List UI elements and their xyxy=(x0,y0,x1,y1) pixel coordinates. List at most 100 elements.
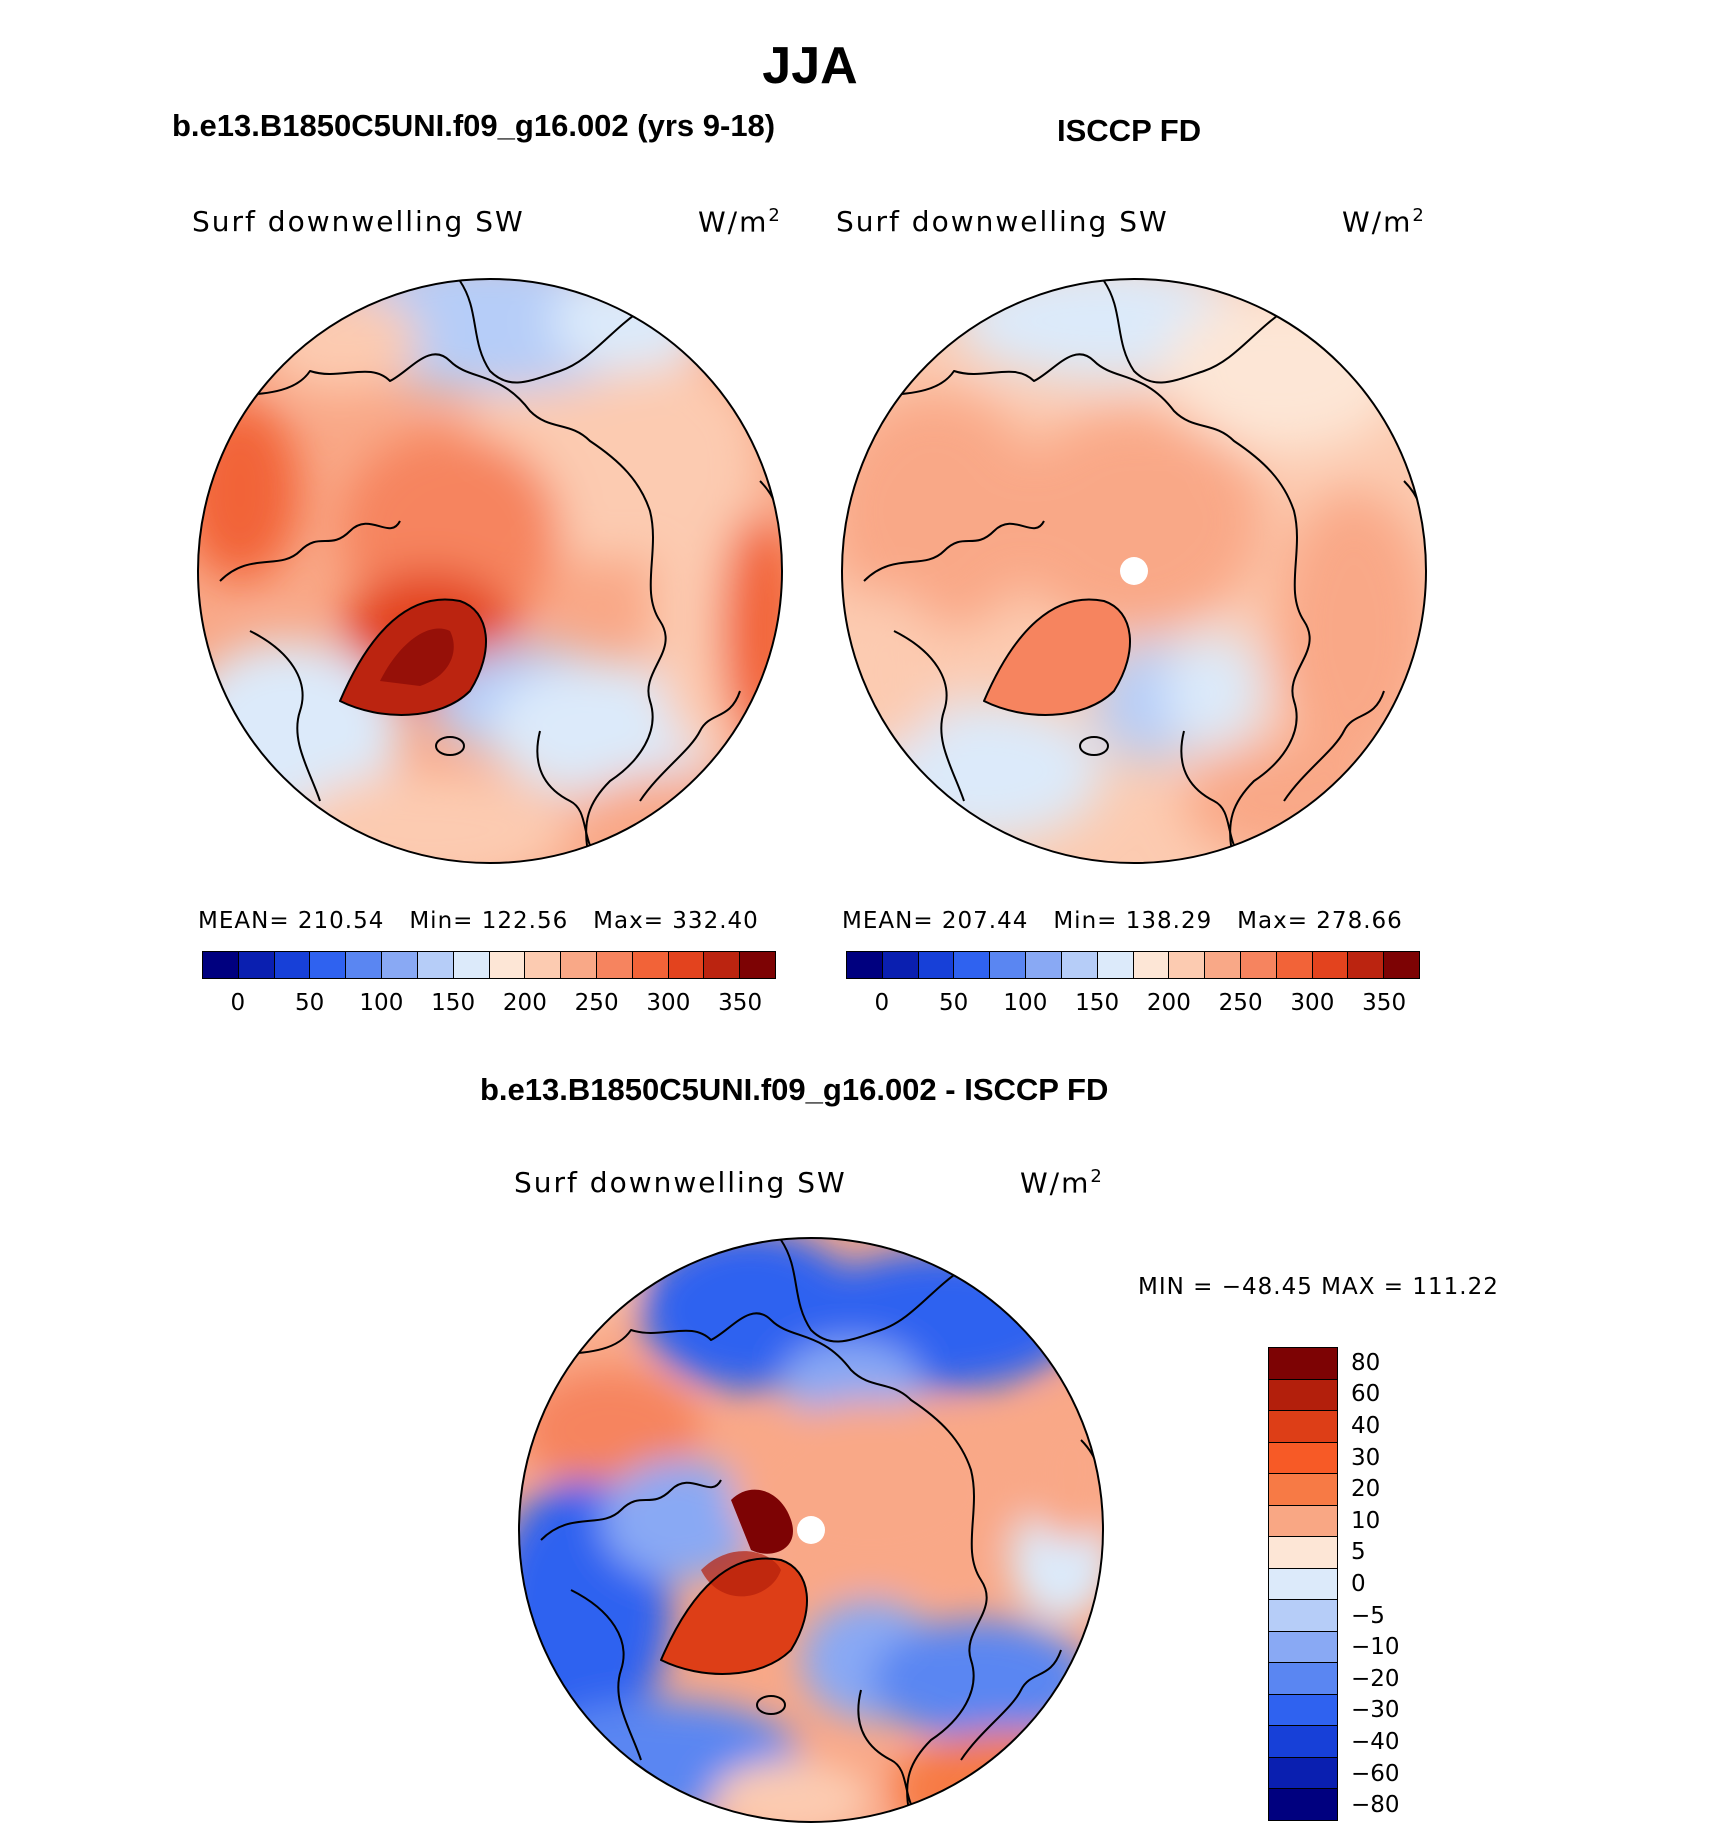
colorbar-tick-label: 0 xyxy=(1351,1571,1366,1597)
model-variable-label: Surf downwelling SW xyxy=(192,205,525,238)
colorbar-tick-label: 60 xyxy=(1351,1381,1381,1408)
obs-polar-map xyxy=(841,278,1427,864)
diff-colorbar xyxy=(1268,1347,1338,1821)
colorbar-tick-label: 30 xyxy=(1351,1444,1381,1471)
colorbar-tick-label: 250 xyxy=(1218,990,1263,1016)
colorbar-swatch xyxy=(1269,1474,1337,1506)
colorbar-swatch xyxy=(1269,1442,1337,1475)
colorbar-swatch xyxy=(990,952,1027,978)
obs-variable-label: Surf downwelling SW xyxy=(836,205,1169,238)
model-colorbar xyxy=(202,951,776,979)
colorbar-swatch xyxy=(489,952,526,978)
obs-contour-field xyxy=(842,279,1426,863)
colorbar-swatch xyxy=(1269,1631,1337,1664)
diff-variable-label: Surf downwelling SW xyxy=(514,1166,847,1199)
model-colorbar-ticks: 0 50 100 150 200 250 300 350 xyxy=(202,990,776,1020)
colorbar-tick-label: −5 xyxy=(1351,1602,1385,1629)
colorbar-swatch xyxy=(918,952,955,978)
colorbar-tick-label: 20 xyxy=(1351,1476,1381,1503)
colorbar-swatch xyxy=(417,952,454,978)
colorbar-swatch xyxy=(525,952,562,978)
obs-stats: MEAN= 207.44 Min= 138.29 Max= 278.66 xyxy=(842,908,1403,934)
diff-contour-field xyxy=(519,1238,1103,1822)
colorbar-swatch xyxy=(1269,1505,1337,1538)
obs-colorbar xyxy=(846,951,1420,979)
model-polar-map xyxy=(197,278,783,864)
colorbar-tick-label: 250 xyxy=(574,990,619,1016)
colorbar-tick-label: 350 xyxy=(718,990,763,1016)
colorbar-tick-label: 200 xyxy=(1146,990,1191,1016)
colorbar-swatch xyxy=(1269,1568,1337,1601)
colorbar-tick-label: −10 xyxy=(1351,1634,1400,1661)
colorbar-swatch xyxy=(1205,952,1241,978)
colorbar-swatch xyxy=(203,952,239,978)
colorbar-tick-label: 50 xyxy=(294,990,325,1016)
colorbar-swatch xyxy=(954,952,991,978)
colorbar-swatch xyxy=(1026,952,1062,978)
colorbar-swatch xyxy=(1348,952,1385,978)
colorbar-tick-label: −30 xyxy=(1351,1697,1400,1724)
colorbar-swatch xyxy=(847,952,883,978)
colorbar-swatch xyxy=(1269,1757,1337,1790)
colorbar-swatch xyxy=(1269,1663,1337,1695)
colorbar-swatch xyxy=(1269,1789,1337,1820)
colorbar-swatch xyxy=(1269,1694,1337,1727)
colorbar-swatch xyxy=(1269,1379,1337,1412)
colorbar-swatch xyxy=(740,952,775,978)
colorbar-tick-label: 5 xyxy=(1351,1539,1366,1566)
colorbar-tick-label: 40 xyxy=(1351,1412,1381,1439)
colorbar-swatch xyxy=(1269,1348,1337,1380)
colorbar-swatch xyxy=(632,952,669,978)
colorbar-tick-label: 100 xyxy=(359,990,404,1016)
colorbar-tick-label: 0 xyxy=(230,990,246,1016)
colorbar-tick-label: 10 xyxy=(1351,1507,1381,1534)
colorbar-tick-label: 80 xyxy=(1351,1349,1381,1376)
colorbar-swatch xyxy=(238,952,275,978)
model-contour-field xyxy=(198,279,782,863)
colorbar-tick-label: −20 xyxy=(1351,1665,1400,1692)
colorbar-tick-label: 150 xyxy=(1075,990,1120,1016)
colorbar-swatch xyxy=(1269,1411,1337,1443)
obs-units-label: W/m2 xyxy=(1342,205,1426,239)
model-units-label: W/m2 xyxy=(698,205,782,239)
colorbar-tick-label: 300 xyxy=(1290,990,1335,1016)
colorbar-swatch xyxy=(310,952,347,978)
diff-minmax: MIN = −48.45 MAX = 111.22 xyxy=(1138,1274,1499,1300)
colorbar-swatch xyxy=(1312,952,1349,978)
colorbar-tick-label: 50 xyxy=(938,990,969,1016)
colorbar-swatch xyxy=(382,952,418,978)
colorbar-tick-label: −40 xyxy=(1351,1729,1400,1755)
colorbar-swatch xyxy=(1097,952,1134,978)
colorbar-tick-label: 0 xyxy=(874,990,890,1016)
colorbar-tick-label: −80 xyxy=(1351,1792,1400,1819)
colorbar-swatch xyxy=(1269,1600,1337,1632)
colorbar-swatch xyxy=(1276,952,1313,978)
colorbar-swatch xyxy=(453,952,490,978)
colorbar-swatch xyxy=(561,952,597,978)
colorbar-tick-label: 200 xyxy=(502,990,547,1016)
colorbar-swatch xyxy=(596,952,633,978)
colorbar-swatch xyxy=(274,952,311,978)
colorbar-swatch xyxy=(1269,1726,1337,1758)
colorbar-swatch xyxy=(1169,952,1206,978)
colorbar-swatch xyxy=(882,952,919,978)
colorbar-swatch xyxy=(1269,1537,1337,1569)
colorbar-swatch xyxy=(1240,952,1277,978)
colorbar-swatch xyxy=(1133,952,1170,978)
colorbar-swatch xyxy=(704,952,741,978)
obs-panel-title: ISCCP FD xyxy=(1057,113,1202,148)
diff-panel-title: b.e13.B1850C5UNI.f09_g16.002 - ISCCP FD xyxy=(480,1072,1109,1107)
colorbar-tick-label: 350 xyxy=(1362,990,1407,1016)
diff-polar-map xyxy=(518,1237,1104,1823)
colorbar-swatch xyxy=(668,952,705,978)
colorbar-tick-label: 100 xyxy=(1003,990,1048,1016)
colorbar-swatch xyxy=(346,952,383,978)
model-panel-title: b.e13.B1850C5UNI.f09_g16.002 (yrs 9-18) xyxy=(172,108,776,143)
diff-colorbar-ticks: 80 60 40 30 20 10 5 0 −5 −10 −20 −30 −40 −60 −80 xyxy=(1351,1347,1431,1821)
obs-colorbar-ticks: 0 50 100 150 200 250 300 350 xyxy=(846,990,1420,1020)
colorbar-tick-label: 150 xyxy=(431,990,476,1016)
colorbar-tick-label: −60 xyxy=(1351,1760,1400,1787)
diff-units-label: W/m2 xyxy=(1020,1166,1104,1200)
colorbar-swatch xyxy=(1384,952,1419,978)
colorbar-swatch xyxy=(1061,952,1098,978)
